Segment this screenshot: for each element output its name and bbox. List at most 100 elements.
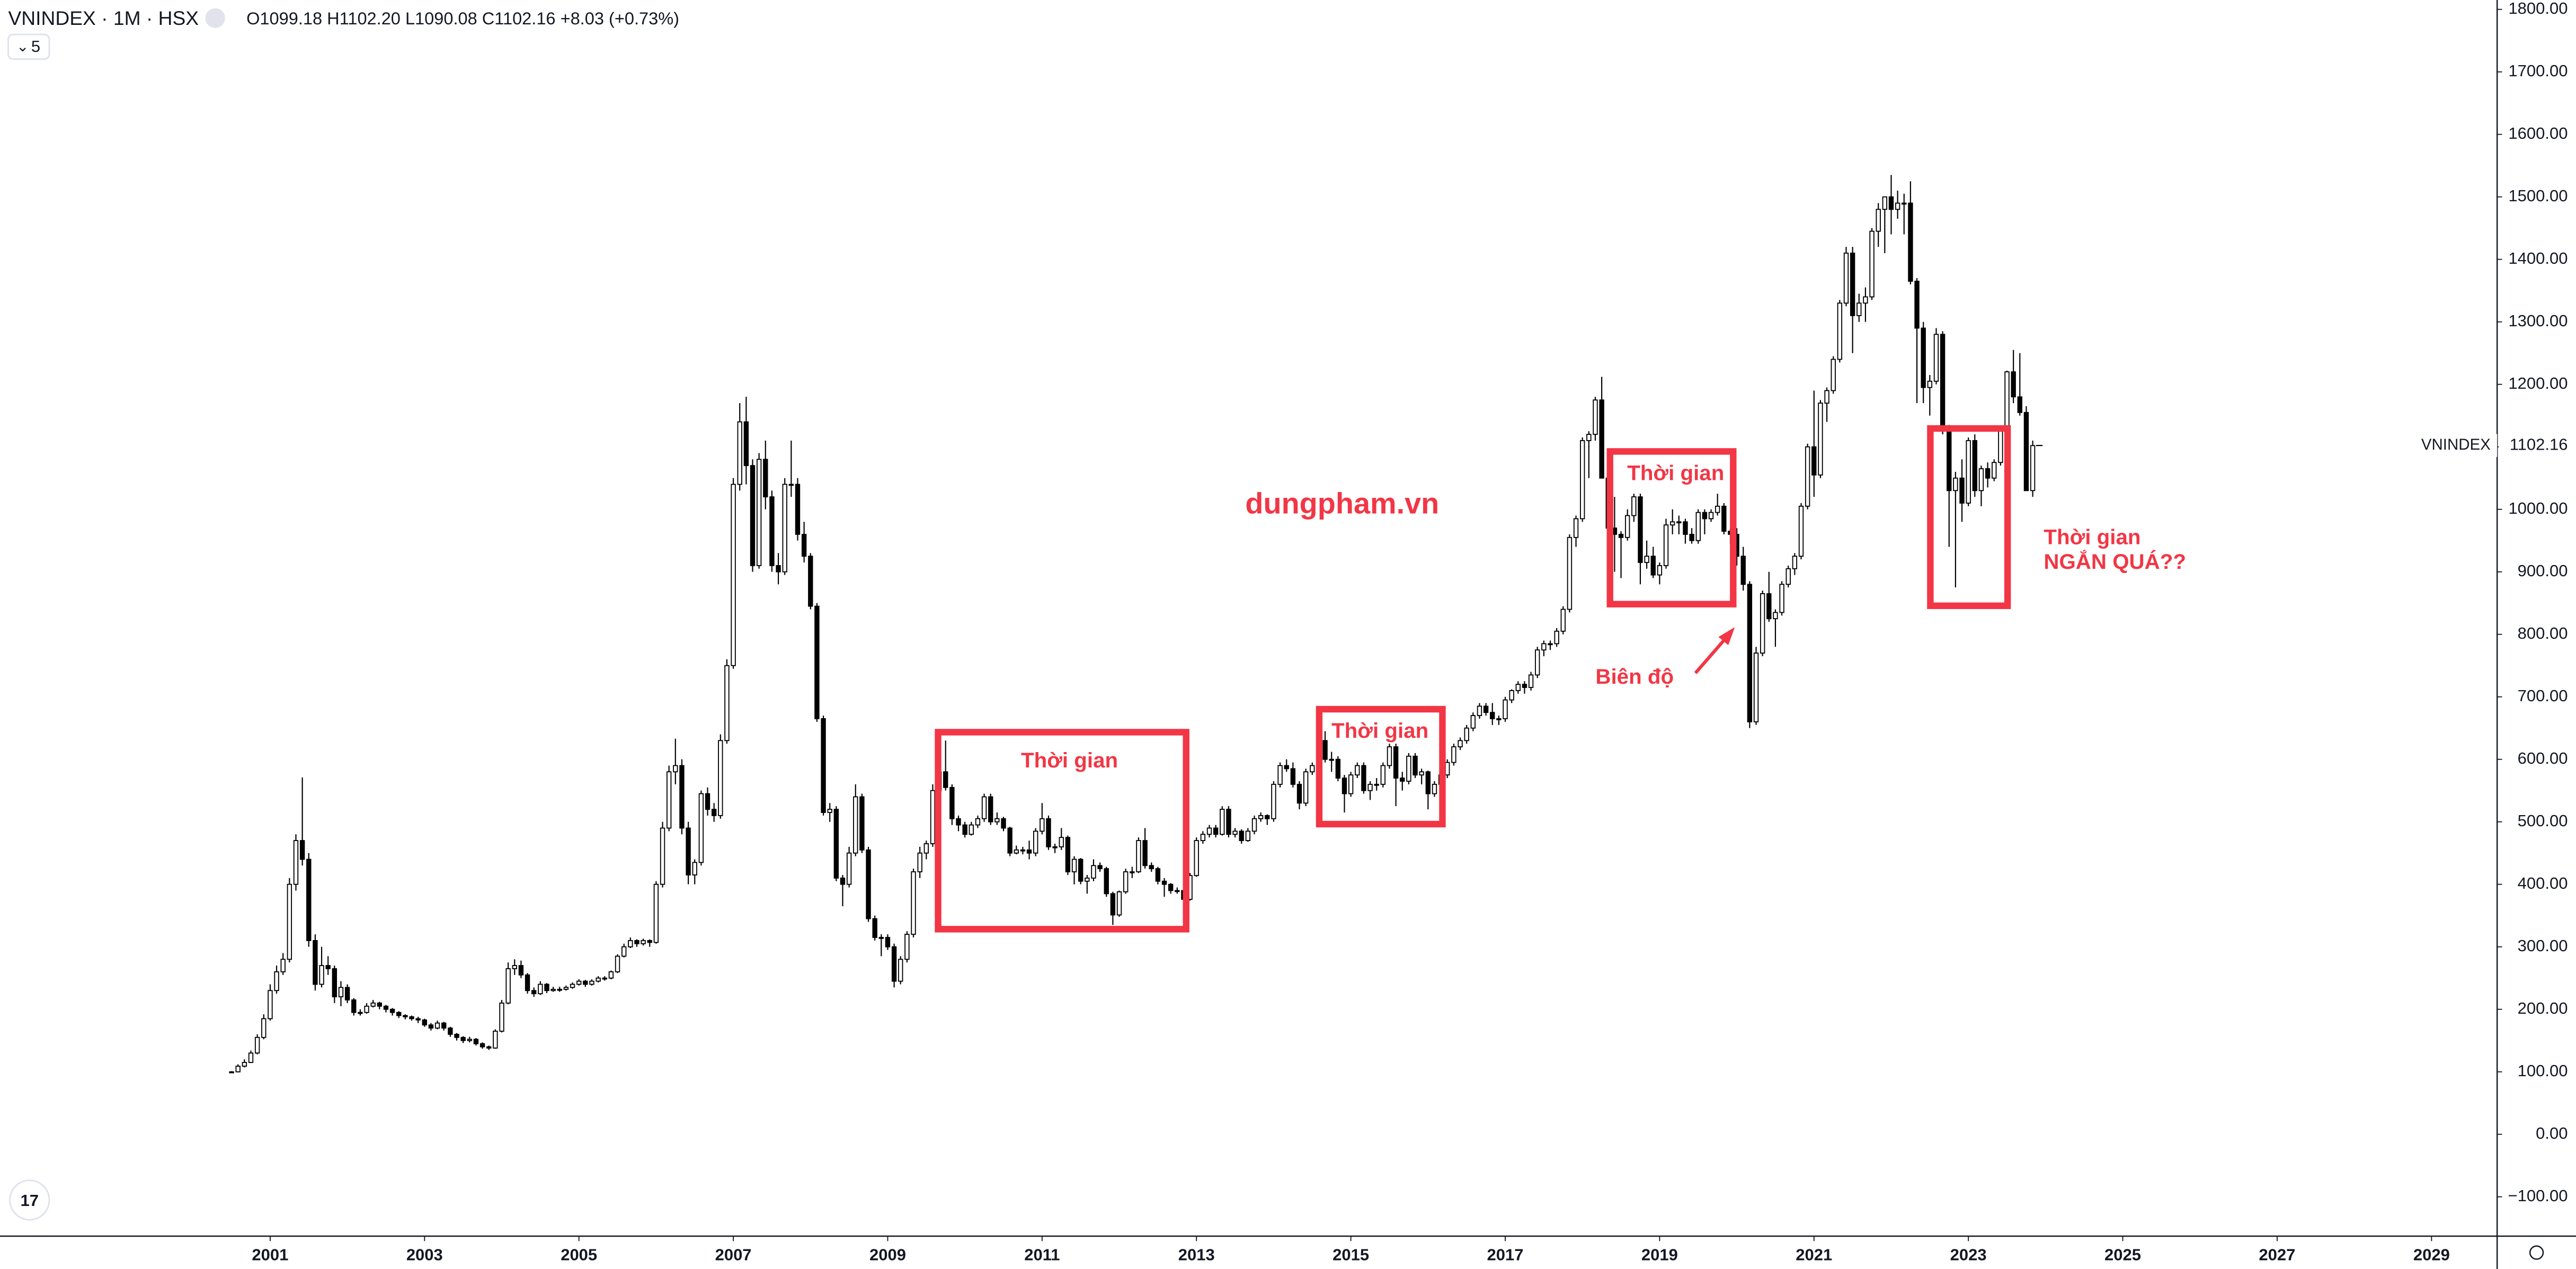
y-tick-label: 500.00	[2518, 811, 2568, 830]
candle-body	[1908, 202, 1913, 282]
candle-body	[1393, 746, 1399, 779]
candle-body	[460, 1036, 466, 1041]
candle-body	[2017, 396, 2022, 413]
y-tick-label: 300.00	[2518, 936, 2568, 955]
candle-body	[1445, 762, 1450, 776]
candle-body	[370, 1002, 376, 1007]
x-tick-label: 2023	[1950, 1245, 1987, 1264]
x-tick-label: 2029	[2413, 1245, 2450, 1264]
toggle-chevron: ⌄	[16, 38, 29, 55]
candle-body	[473, 1039, 479, 1044]
candle-body	[1097, 865, 1103, 870]
candle-body	[313, 940, 318, 985]
candle-body	[422, 1019, 428, 1026]
candle-body	[1040, 818, 1045, 832]
candle-body	[1843, 252, 1849, 304]
candle-body	[2011, 371, 2016, 398]
candle-body	[634, 940, 639, 944]
candle-body	[782, 484, 787, 573]
candle-body	[1638, 496, 1643, 563]
y-tick-label: 100.00	[2518, 1061, 2568, 1080]
candle-body	[1490, 712, 1495, 719]
candle-body	[538, 984, 543, 995]
candle-body	[769, 496, 775, 566]
candle-body	[428, 1024, 434, 1029]
candle-body	[1078, 859, 1083, 882]
annotation-text: Thời gian	[1331, 719, 1428, 743]
annotation-box	[1606, 448, 1737, 607]
settings-icon[interactable]	[2529, 1245, 2544, 1260]
y-tick-label: 900.00	[2518, 561, 2568, 580]
x-tick-label: 2027	[2259, 1245, 2295, 1264]
logo[interactable]	[9, 1179, 50, 1221]
y-tick-label: 1500.00	[2508, 186, 2568, 205]
candle-body	[608, 971, 614, 979]
candle-body	[1033, 830, 1038, 854]
candle-body	[570, 984, 575, 988]
candle-body	[2023, 412, 2029, 491]
candle-body	[1593, 399, 1598, 435]
candle-body	[1753, 653, 1759, 722]
candle-body	[1798, 505, 1804, 557]
candle-body	[1161, 880, 1167, 885]
candle-body	[1091, 865, 1096, 879]
chart-title[interactable]: VNINDEX · 1M · HSX	[8, 7, 199, 29]
candle-body	[1335, 758, 1341, 779]
candle-body	[325, 965, 331, 969]
candle-body	[949, 787, 955, 819]
candle-body	[518, 965, 524, 976]
x-tick-label: 2017	[1487, 1245, 1524, 1264]
market-status-icon[interactable]	[205, 8, 225, 28]
indicator-count: 5	[31, 37, 40, 56]
candle-body	[454, 1033, 459, 1038]
candle-body	[1548, 643, 1553, 646]
indicator-toggle[interactable]	[7, 33, 50, 60]
candle-body	[1149, 865, 1154, 870]
candle-body	[1400, 778, 1405, 782]
candle-body	[306, 859, 312, 941]
candle-body	[1947, 427, 1952, 491]
candle-body	[448, 1027, 453, 1035]
candle-body	[898, 959, 903, 982]
candle-body	[956, 818, 961, 826]
candle-body	[602, 977, 607, 980]
candle-body	[1367, 783, 1373, 791]
candle-body	[1992, 462, 1997, 479]
candle-body	[1451, 746, 1456, 763]
candle-body	[1329, 758, 1334, 761]
candle-body	[557, 988, 562, 991]
candle-body	[383, 1005, 389, 1010]
candle-body	[969, 824, 974, 835]
candle-body	[1773, 612, 1778, 620]
annotation-text: Thời gian	[1021, 748, 1118, 772]
candle-body	[531, 990, 537, 995]
candle-body	[1232, 830, 1238, 835]
price-tag-name-bg	[2415, 434, 2498, 457]
candle-body	[1631, 496, 1637, 516]
y-tick-label: 1400.00	[2508, 249, 2568, 267]
candle-body	[1380, 765, 1386, 785]
candle-body	[673, 765, 678, 773]
candle-body	[731, 484, 736, 666]
candle-body	[1251, 818, 1257, 832]
candle-body	[589, 980, 594, 985]
candle-body	[1586, 434, 1592, 441]
candle-body	[1110, 893, 1116, 916]
candle-body	[1747, 584, 1753, 722]
annotation-box	[1927, 425, 2011, 609]
candle-body	[2030, 445, 2036, 491]
candle-body	[493, 1031, 498, 1049]
x-tick-label: 2005	[561, 1245, 597, 1264]
annotation-arrow	[1694, 634, 1730, 674]
y-tick-label: 1200.00	[2508, 374, 2568, 392]
candle-body	[718, 740, 723, 816]
candle-body	[923, 843, 929, 854]
candle-body	[1831, 359, 1836, 391]
candle-body	[1966, 440, 1971, 504]
candle-body	[846, 852, 852, 885]
candle-body	[1998, 431, 2003, 463]
candle-body	[1528, 674, 1534, 688]
candle-body	[467, 1039, 472, 1041]
annotation-text: Thời gian	[2044, 525, 2140, 549]
candle-body	[1071, 859, 1077, 873]
